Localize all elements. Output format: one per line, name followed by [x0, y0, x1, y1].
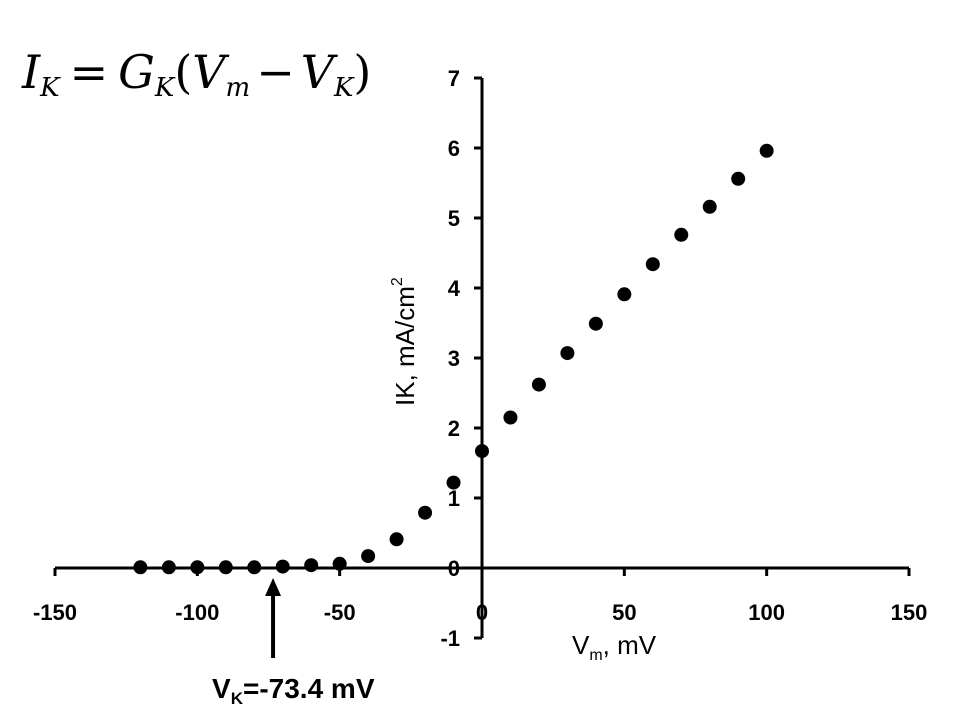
data-point [588, 316, 603, 331]
data-point [503, 410, 518, 425]
data-point [133, 560, 148, 575]
x-tick-label: -50 [324, 600, 356, 625]
data-point [218, 560, 233, 575]
data-point [275, 559, 290, 574]
data-point [731, 171, 746, 186]
vk-annotation: VK=-73.4 mV [212, 673, 375, 708]
y-tick-label: -1 [440, 626, 460, 651]
x-tick-label: -150 [33, 600, 77, 625]
y-tick-label: 0 [448, 556, 460, 581]
axes: -150 -100 -50 0 50 100 150 -1 0 1 2 3 4 5 6 7 [33, 66, 927, 651]
data-point [247, 560, 262, 575]
annotation-arrow-head [265, 578, 282, 596]
data-point [645, 257, 660, 272]
equation: IK = GK(Vm − VK) [21, 45, 371, 103]
x-axis-title: Vm, mV [572, 630, 657, 664]
data-point [531, 377, 546, 392]
data-points [133, 143, 774, 575]
data-point [702, 199, 717, 214]
y-tick-label: 5 [448, 206, 460, 231]
data-point [418, 505, 433, 520]
x-tick-label: -100 [175, 600, 219, 625]
x-tick-label: 150 [891, 600, 928, 625]
y-tick-label: 3 [448, 346, 460, 371]
y-ticks: -1 0 1 2 3 4 5 6 7 [440, 66, 482, 651]
y-tick-label: 7 [448, 66, 460, 91]
x-ticks: -150 -100 -50 0 50 100 150 [33, 568, 927, 625]
y-tick-label: 1 [448, 486, 460, 511]
x-tick-label: 0 [476, 600, 488, 625]
x-tick-label: 100 [748, 600, 785, 625]
data-point [304, 558, 319, 573]
y-tick-label: 6 [448, 136, 460, 161]
data-point [475, 444, 489, 459]
data-point [446, 475, 461, 490]
y-axis-title: IK, mA/cm2 [389, 277, 420, 406]
y-tick-label: 4 [448, 276, 461, 301]
data-point [389, 532, 404, 547]
data-point [332, 556, 347, 571]
data-point [161, 560, 176, 575]
data-point [190, 560, 205, 575]
x-tick-label: 50 [612, 600, 636, 625]
data-point [361, 549, 376, 564]
data-point [617, 287, 632, 302]
y-tick-label: 2 [448, 416, 460, 441]
data-point [560, 346, 575, 361]
data-point [674, 227, 689, 242]
data-point [759, 143, 774, 158]
